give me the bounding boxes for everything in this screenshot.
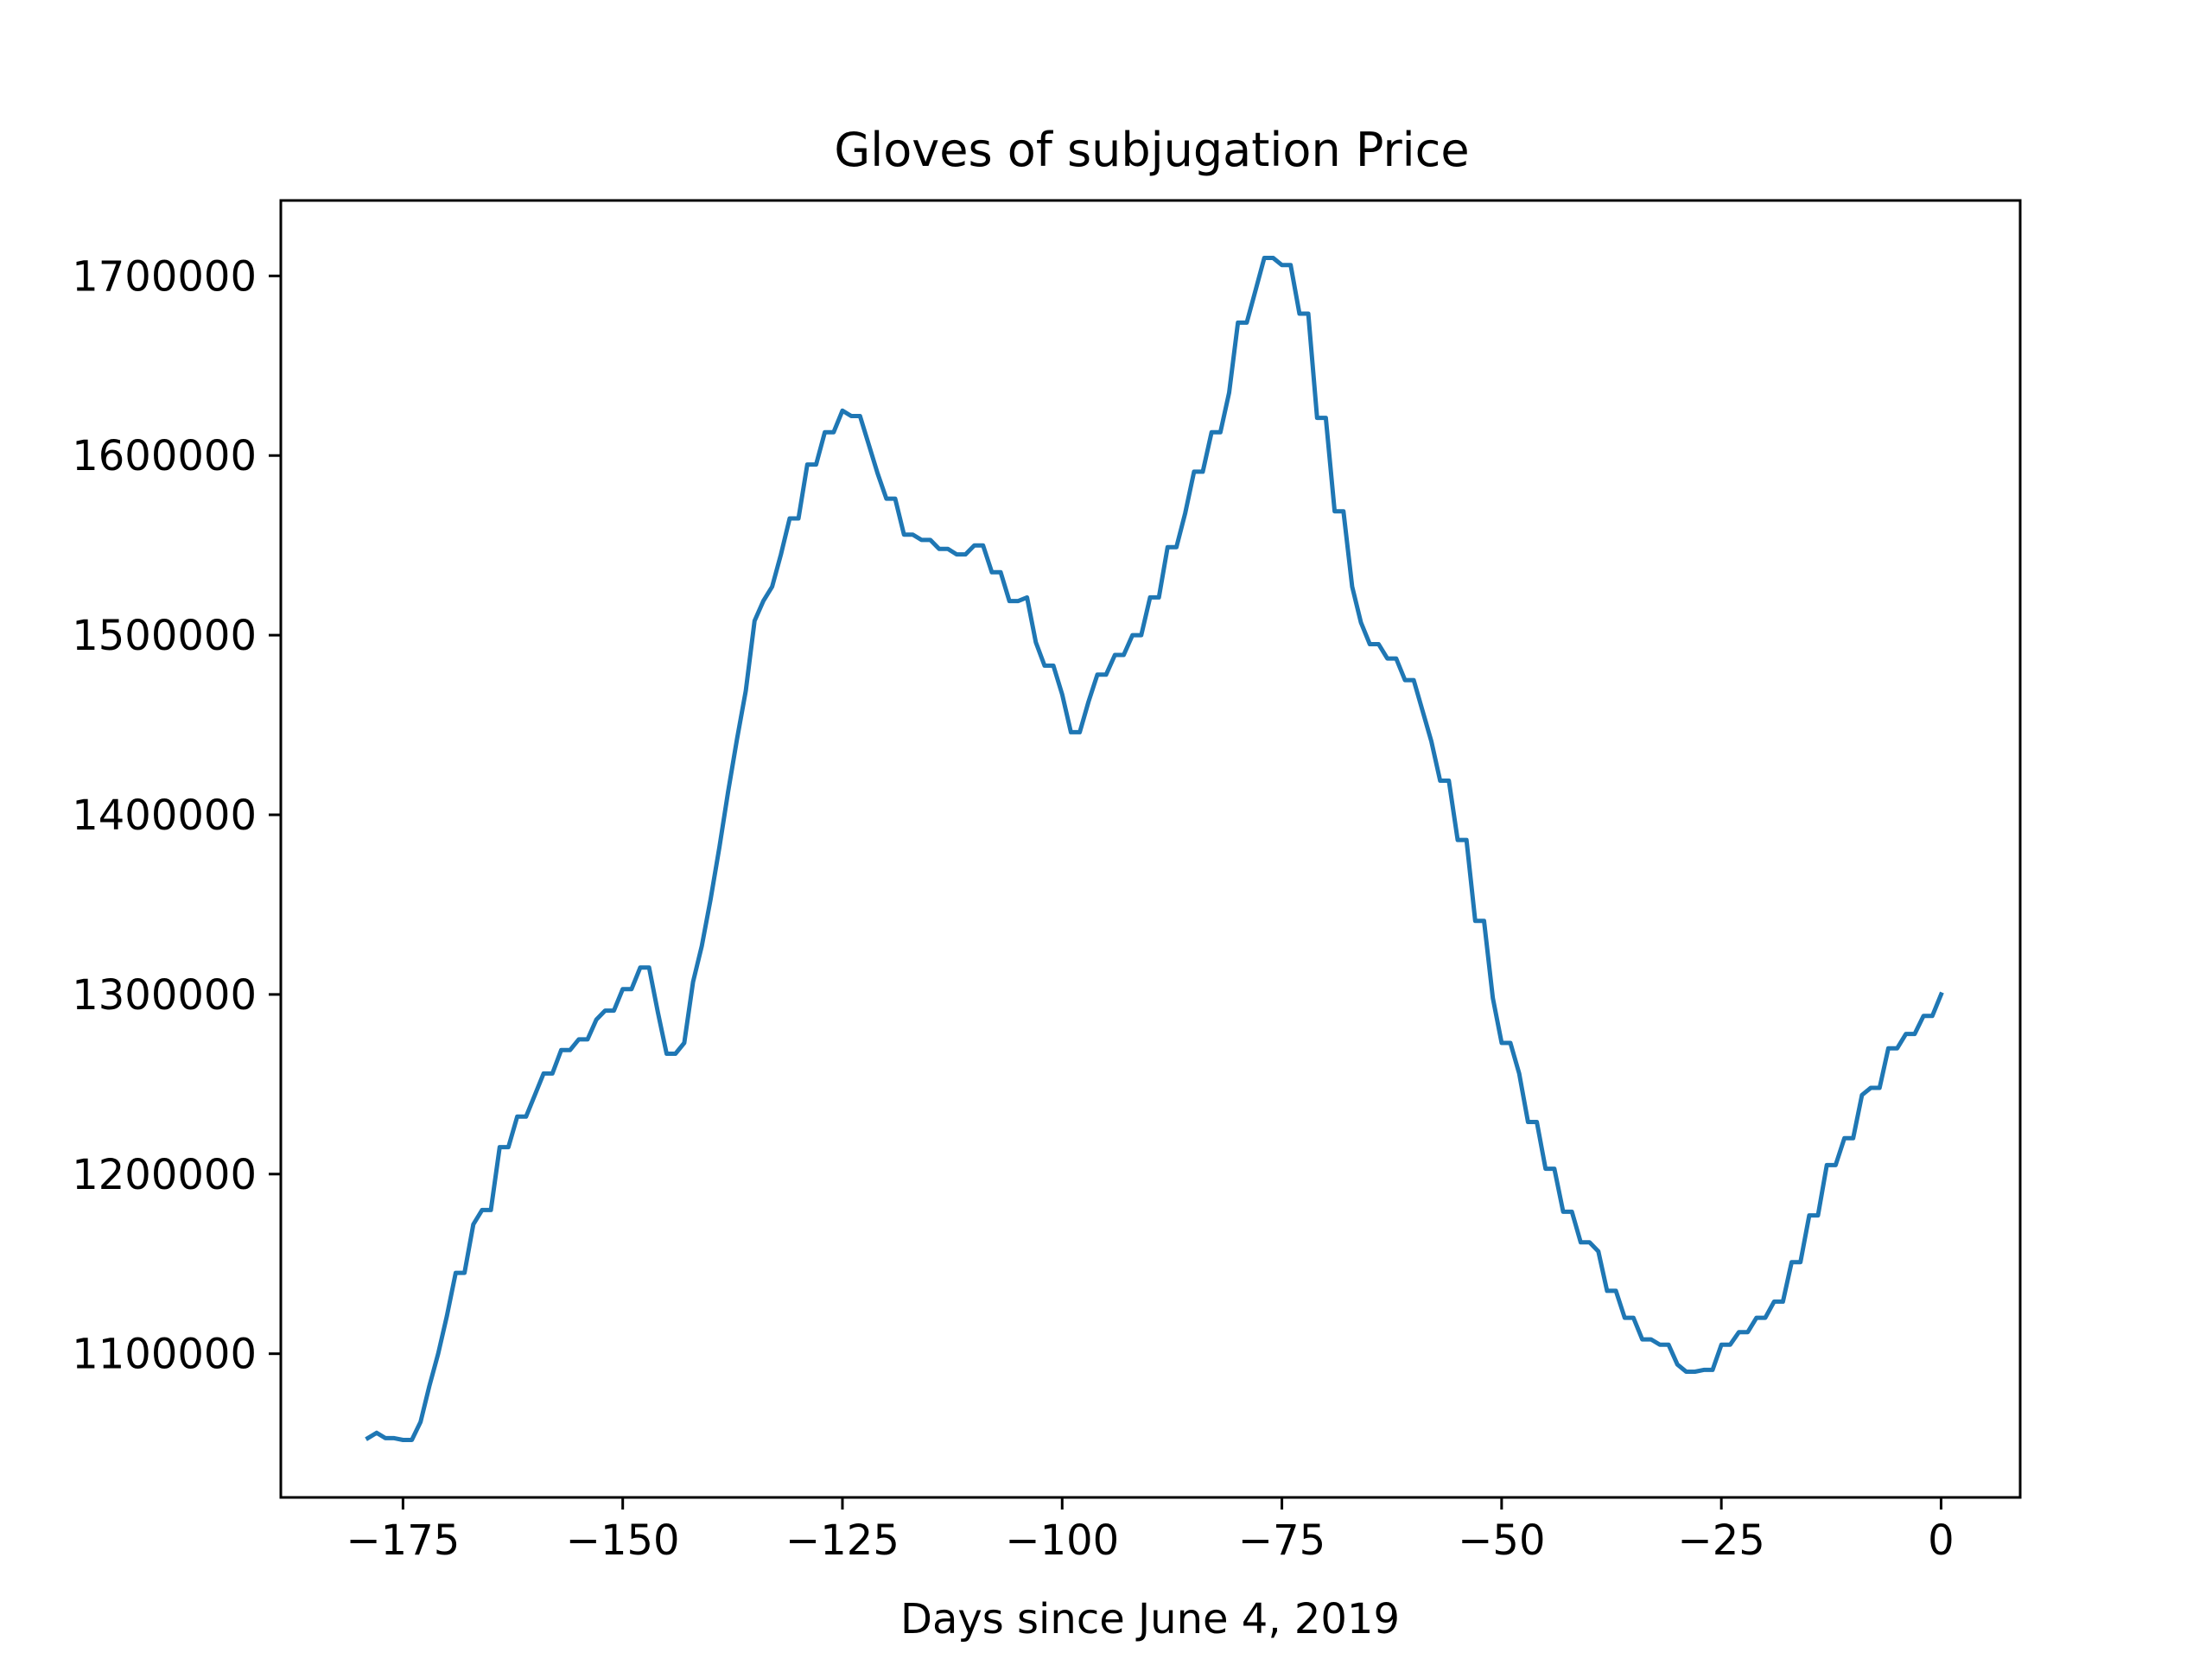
x-tick-label: −125 [785, 1516, 899, 1565]
x-axis-label: Days since June 4, 2019 [900, 1595, 1400, 1643]
y-tick-label: 1400000 [72, 791, 257, 840]
x-tick-label: −50 [1458, 1516, 1545, 1565]
x-tick-label: 0 [1928, 1516, 1955, 1565]
plot-frame [279, 199, 2022, 1499]
plot-area [365, 256, 1944, 1442]
series-line-0 [365, 256, 1944, 1442]
y-tick-label: 1700000 [72, 252, 257, 301]
y-tick-label: 1600000 [72, 432, 257, 480]
x-tick-label: −100 [1005, 1516, 1119, 1565]
x-tick-label: −75 [1238, 1516, 1325, 1565]
y-tick-label: 1500000 [72, 612, 257, 660]
chart-title: Gloves of subjugation Price [834, 123, 1469, 177]
x-axis: −175 −150 −125 −100 −75 −50 −25 0 [346, 1497, 1955, 1565]
x-tick-label: −150 [566, 1516, 680, 1565]
y-tick-label: 1200000 [72, 1151, 257, 1199]
y-axis: 1100000 1200000 1300000 1400000 1500000 16000… [72, 252, 281, 1379]
x-tick-label: −175 [346, 1516, 460, 1565]
x-tick-label: −25 [1678, 1516, 1765, 1565]
y-tick-label: 1100000 [72, 1331, 257, 1379]
y-tick-label: 1300000 [72, 971, 257, 1020]
